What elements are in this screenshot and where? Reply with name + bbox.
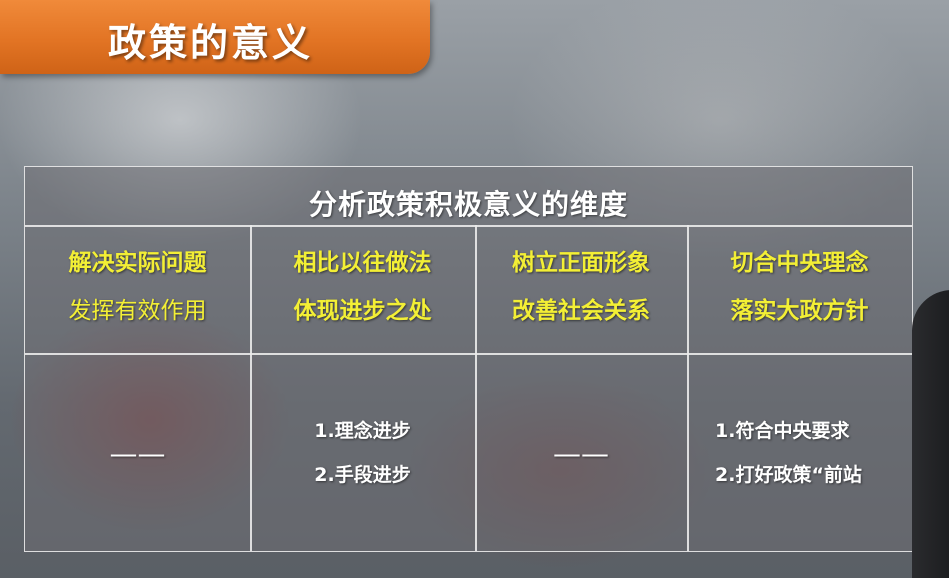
- table-divider-vertical: [687, 225, 689, 551]
- column-header-line: 落实大政方针: [730, 298, 869, 324]
- table-cell: 1.理念进步 2.手段进步: [250, 355, 475, 551]
- list-item: 1.理念进步: [314, 420, 411, 442]
- table-divider-horizontal: [25, 225, 912, 227]
- column-header-progress: 相比以往做法 体现进步之处: [250, 239, 475, 335]
- list-item: 1.符合中央要求: [715, 420, 850, 442]
- table-cell: ——: [25, 355, 250, 551]
- list-item: 2.手段进步: [314, 464, 411, 486]
- column-header-line: 改善社会关系: [512, 298, 650, 324]
- column-header-solve-problems: 解决实际问题 发挥有效作用: [25, 239, 250, 335]
- table-title: 分析政策积极意义的维度: [308, 188, 628, 221]
- table-divider-vertical: [250, 225, 252, 551]
- column-header-line: 相比以往做法: [293, 250, 432, 276]
- column-header-line: 发挥有效作用: [68, 298, 207, 324]
- column-header-line: 树立正面形象: [512, 250, 650, 276]
- column-header-line: 切合中央理念: [730, 250, 869, 276]
- presenter-silhouette: [912, 290, 949, 578]
- table-divider-vertical: [475, 225, 477, 551]
- column-header-positive-image: 树立正面形象 改善社会关系: [475, 239, 687, 335]
- table-cell: 1.符合中央要求 2.打好政策“前站: [687, 355, 912, 551]
- table-divider-horizontal: [25, 353, 912, 355]
- empty-cell-dash: ——: [109, 436, 166, 470]
- dimensions-table: 分析政策积极意义的维度 解决实际问题 发挥有效作用 相比以往做法 体现进步之处 …: [24, 166, 913, 552]
- table-cell: ——: [475, 355, 687, 551]
- slide-title-tab: 政策的意义: [0, 0, 430, 74]
- column-header-line: 体现进步之处: [293, 298, 432, 324]
- list-item: 2.打好政策“前站: [715, 464, 862, 486]
- column-header-central-policy: 切合中央理念 落实大政方针: [687, 239, 912, 335]
- slide-title: 政策的意义: [108, 21, 314, 65]
- empty-cell-dash: ——: [553, 436, 609, 470]
- column-header-line: 解决实际问题: [68, 250, 207, 276]
